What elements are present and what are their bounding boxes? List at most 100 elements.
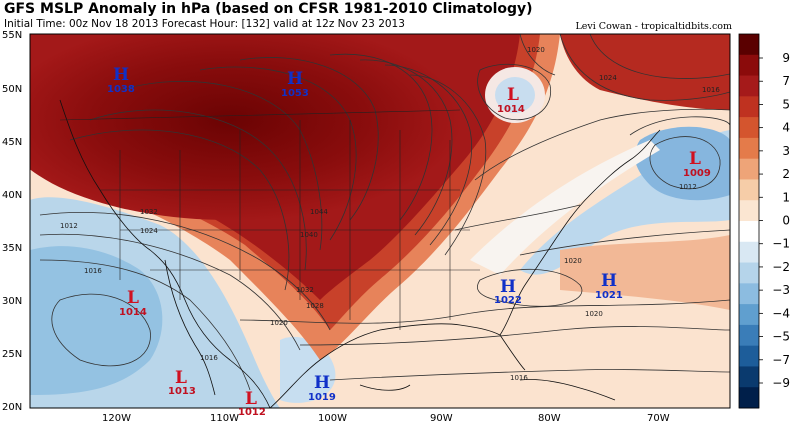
- high-1022: H 1022: [494, 277, 522, 306]
- low-pressure-value: 1014: [119, 307, 147, 318]
- lon-label: 100W: [318, 413, 347, 424]
- colorbar-swatch: [739, 283, 759, 305]
- isobar-line: [477, 268, 583, 307]
- colorbar-swatch: [739, 345, 759, 367]
- high-1021: H 1021: [595, 271, 623, 301]
- colorbar-swatch: [739, 158, 759, 180]
- colorbar-frame: [738, 33, 760, 409]
- colorbar-tick-label: 5: [782, 97, 790, 111]
- isobar-line: [359, 59, 453, 236]
- lon-label: 70W: [647, 413, 670, 424]
- isobar-label: 1016: [84, 267, 102, 275]
- baja-coast: [164, 259, 216, 396]
- lon-labels: 120W 110W 100W 90W 80W 70W: [102, 413, 670, 424]
- colorbar-swatch: [739, 221, 759, 243]
- colorbar-tick-label: 4: [782, 121, 790, 135]
- yucatan-coast: [359, 384, 411, 391]
- lat-label: 55N: [2, 30, 22, 41]
- low-1014-baja: L 1014: [119, 288, 147, 318]
- colorbar-tick-label: 7: [782, 74, 790, 88]
- low-pressure-value: 1009: [683, 168, 711, 179]
- isobar-line: [629, 116, 730, 136]
- low-pressure-value: 1012: [238, 407, 266, 418]
- colorbar-swatch: [739, 34, 759, 56]
- state-lines: [100, 189, 480, 271]
- colorbar-swatch: [739, 179, 759, 201]
- lat-label: 50N: [2, 84, 22, 95]
- isobar-label: 1024: [599, 74, 617, 82]
- high-pressure-value: 1053: [281, 88, 309, 99]
- colorbar-swatch: [739, 324, 759, 347]
- isobars: [39, 34, 730, 391]
- isobar-line: [51, 293, 151, 367]
- low-symbol: L: [127, 288, 139, 308]
- colorbar-tick-label: 3: [782, 144, 790, 158]
- colorbar-tick-label: 1: [782, 190, 790, 204]
- negative-anomaly-atlantic-core: [634, 126, 730, 201]
- negative-low-north-core: [495, 77, 535, 113]
- high-1053: H 1053: [281, 69, 309, 99]
- lat-label: 35N: [2, 243, 22, 254]
- isobar-line: [39, 259, 251, 391]
- pressure-systems: H 1038 H 1053 L 1014 L 1009 H 1022 H 102…: [107, 65, 711, 418]
- isobar-label: 1012: [60, 222, 78, 230]
- isobar-label: 1016: [200, 354, 218, 362]
- high-1038: H 1038: [107, 65, 135, 95]
- isobar-line: [119, 80, 323, 251]
- isobar-label: 1032: [296, 286, 314, 294]
- colorbar-swatch: [739, 241, 759, 264]
- low-1012: L 1012: [238, 389, 266, 418]
- colorbar-swatch: [739, 200, 759, 222]
- colorbar-tick-label: −3: [772, 283, 790, 297]
- lat-label: 40N: [2, 190, 22, 201]
- colorbar-swatch: [739, 54, 759, 77]
- high-symbol: H: [314, 373, 330, 393]
- isobar-label: 1028: [306, 302, 324, 310]
- lon-label: 90W: [430, 413, 453, 424]
- isobar-line: [199, 66, 357, 241]
- cuba-coast: [519, 379, 616, 401]
- colorbar-swatch: [739, 387, 759, 409]
- map-field: [30, 34, 730, 408]
- isobar-label: 1020: [527, 46, 545, 54]
- state-borders: [59, 109, 480, 330]
- high-symbol: H: [500, 277, 516, 297]
- isobar-label: 1012: [679, 183, 697, 191]
- isobar-label: 1044: [310, 208, 328, 216]
- colorbar-tick-label: −1: [772, 237, 790, 251]
- isobar-line: [454, 204, 581, 231]
- isobar-label: 1040: [300, 231, 318, 239]
- colorbar-swatch: [739, 137, 759, 160]
- colorbar-swatch: [739, 262, 759, 284]
- isobar-line: [329, 369, 730, 381]
- isobar-label: 1020: [564, 257, 582, 265]
- low-symbol: L: [245, 389, 257, 409]
- colorbar-tick-label: 9: [782, 51, 790, 65]
- isobar-line: [239, 57, 379, 221]
- low-1009: L 1009: [683, 149, 711, 179]
- colorbar: 9 7 5 4 3 2 1 0 −1 −2 −3 −4 −5 −7 −9: [738, 33, 790, 409]
- isobar-label: 1020: [270, 319, 288, 327]
- colorbar-tick-label: 2: [782, 167, 790, 181]
- isobar-line: [329, 53, 433, 221]
- isobar-label: 1024: [140, 227, 158, 235]
- gulf-coast: [269, 323, 526, 408]
- isobar-labels: 1020 1024 1016 1012 1032 1024 1016 1044 …: [60, 46, 720, 382]
- isobar-label: 1032: [140, 208, 158, 216]
- lat-label: 25N: [2, 349, 22, 360]
- isobar-line: [649, 136, 721, 190]
- colorbar-tick-label: −4: [772, 306, 790, 320]
- high-pressure-value: 1038: [107, 84, 135, 95]
- low-symbol: L: [175, 368, 187, 388]
- map-title: GFS MSLP Anomaly in hPa (based on CFSR 1…: [4, 1, 533, 17]
- isobar-line: [474, 108, 730, 181]
- isobar-label: 1016: [702, 86, 720, 94]
- colorbar-ticks: 9 7 5 4 3 2 1 0 −1 −2 −3 −4 −5 −7 −9: [759, 51, 790, 390]
- colorbar-tick-label: −2: [772, 260, 790, 274]
- lat-label: 20N: [2, 402, 22, 413]
- colorbar-tick-label: 0: [782, 214, 790, 228]
- high-pressure-value: 1021: [595, 290, 623, 301]
- low-symbol: L: [507, 85, 519, 105]
- east-coast: [499, 129, 661, 336]
